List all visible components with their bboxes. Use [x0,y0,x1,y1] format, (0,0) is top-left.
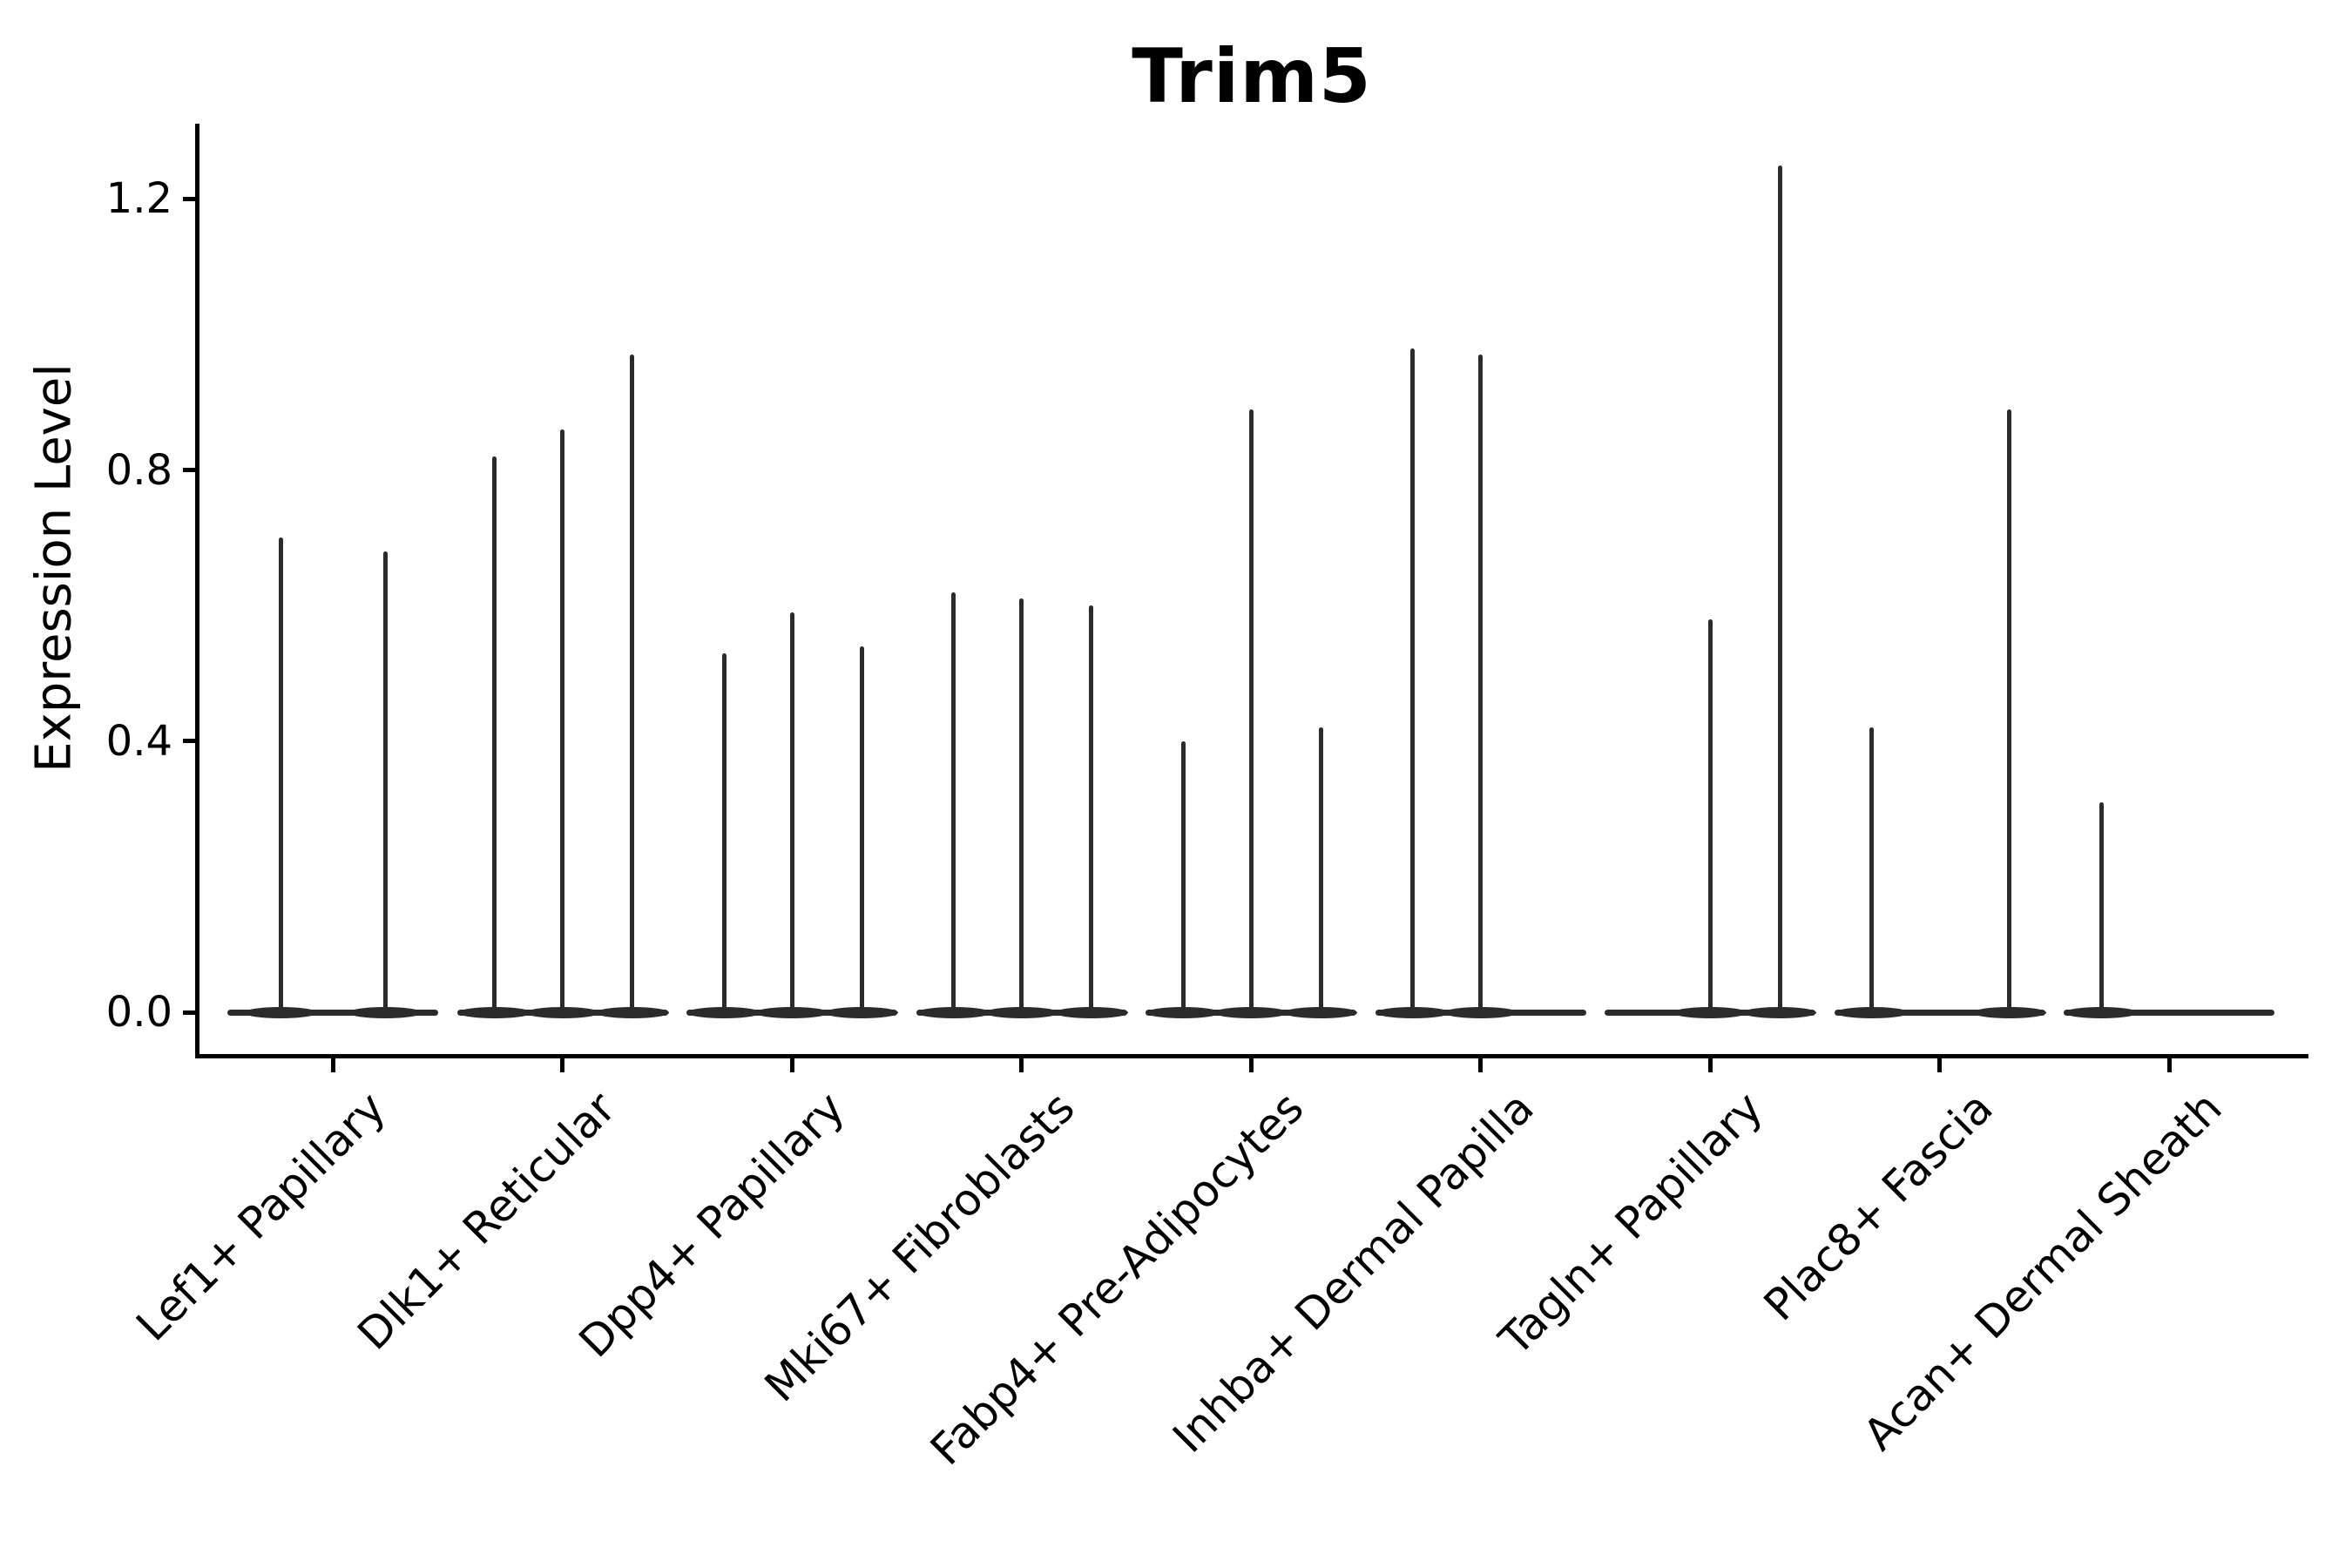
x-tick-mark [1478,1058,1483,1072]
violin-foot-bump [687,1006,760,1018]
violin-body-baseline [1834,1009,2045,1016]
violin-body-baseline [227,1009,438,1016]
violin-foot-bump [1146,1006,1220,1018]
x-tick-mark [1019,1058,1024,1072]
violin-foot-bump [755,1006,828,1018]
x-tick-label: Plac8+ Fascia [1754,1082,2003,1331]
violin-density-spike [2099,801,2104,1012]
x-tick-label: Dlk1+ Reticular [347,1082,625,1360]
plot-title: Trim5 [1132,33,1372,120]
violin-density-spike [1777,165,1782,1012]
violin-density-spike [1707,618,1713,1012]
violin-foot-bump [1673,1006,1747,1018]
violin-density-spike [630,355,634,1012]
violin-density-spike [1180,740,1186,1012]
violin-density-spike [492,456,497,1012]
violin-density-spike [1019,598,1024,1012]
x-tick-label: Acan+ Dermal Sheath [1854,1082,2232,1461]
violin-foot-bump [1743,1006,1816,1018]
violin-foot-bump [1375,1006,1450,1018]
violin-density-spike [382,551,388,1012]
x-tick-label: Inhba+ Dermal Papilla [1162,1082,1544,1463]
violin-density-spike [951,591,956,1012]
violin-density-spike [560,429,564,1012]
violin-foot-bump [2065,1006,2138,1018]
x-tick-mark [1937,1058,1942,1072]
violin-foot-bump [916,1006,990,1018]
violin-density-spike [789,612,794,1012]
y-tick-label: 0.8 [105,445,172,495]
violin-foot-bump [984,1006,1058,1018]
y-tick-mark [183,739,196,744]
violin-foot-bump [1835,1006,1909,1018]
violin-density-spike [1478,355,1483,1012]
x-tick-mark [1248,1058,1254,1072]
violin-foot-bump [1443,1006,1517,1018]
violin-density-spike [721,652,727,1012]
violin-density-spike [1089,605,1093,1012]
violin-foot-bump [1054,1006,1128,1018]
x-tick-mark [560,1058,564,1072]
y-axis-label: Expression Level [25,363,83,773]
x-tick-label: Dpp4+ Papillary [569,1082,855,1368]
violin-foot-bump [1972,1006,2046,1018]
violin-foot-bump [825,1006,898,1018]
y-axis-spine [195,124,199,1058]
x-tick-label: Fabp4+ Pre-Adipocytes [921,1082,1314,1476]
violin-density-spike [1410,348,1415,1012]
y-tick-label: 0.0 [105,988,172,1037]
violin-density-spike [859,645,864,1012]
x-tick-mark [1707,1058,1713,1072]
violin-foot-bump [1214,1006,1288,1018]
violin-foot-bump [348,1006,422,1018]
violin-density-spike [278,537,283,1012]
violin-foot-bump [595,1006,669,1018]
violin-density-spike [1248,409,1254,1012]
y-tick-mark [183,468,196,473]
violin-density-spike [1869,727,1874,1012]
x-tick-mark [330,1058,335,1072]
y-tick-label: 0.4 [105,716,172,766]
violin-density-spike [1318,727,1323,1012]
violin-density-spike [2007,409,2011,1012]
y-tick-mark [183,1010,196,1015]
violin-foot-bump [244,1006,317,1018]
x-tick-mark [2166,1058,2172,1072]
violin-foot-bump [457,1006,531,1018]
y-tick-label: 1.2 [105,174,172,224]
violin-body-baseline [2064,1009,2274,1016]
x-axis-spine [195,1054,2308,1058]
y-tick-mark [183,196,196,201]
x-tick-label: Tagln+ Papillary [1490,1082,1773,1365]
violin-foot-bump [525,1006,599,1018]
x-tick-label: Mki67+ Fibroblasts [754,1082,1085,1412]
violin-foot-bump [1284,1006,1357,1018]
x-tick-mark [789,1058,794,1072]
